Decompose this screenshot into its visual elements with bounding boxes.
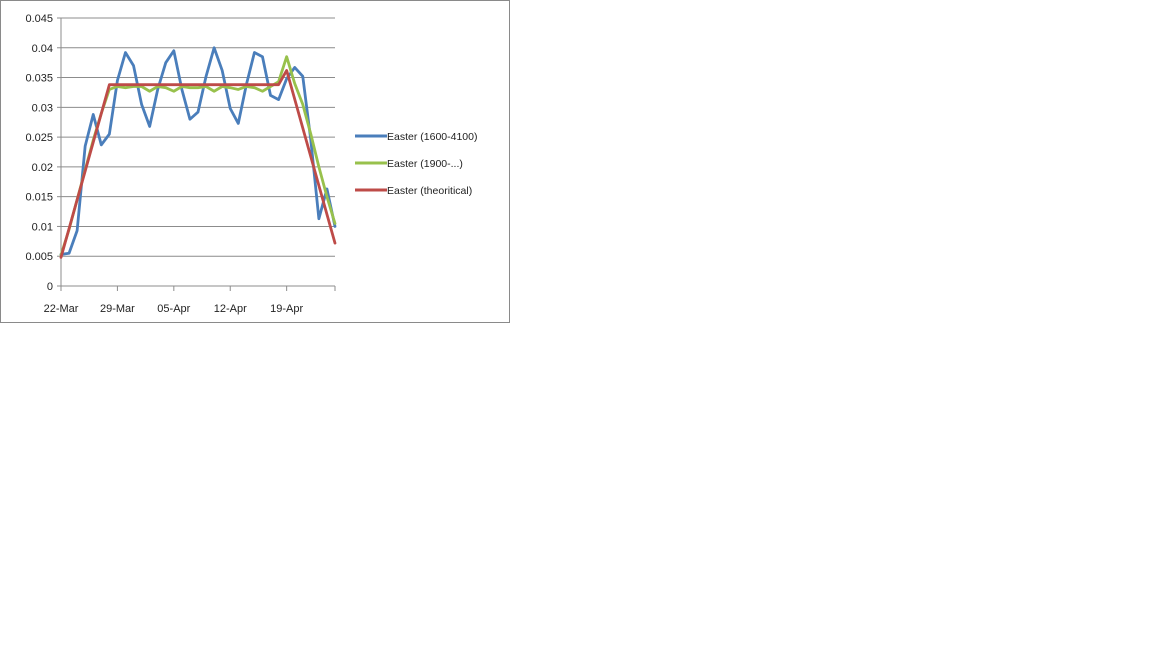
axes [57, 17, 336, 291]
y-tick-label: 0.04 [32, 43, 53, 55]
y-tick-label: 0 [47, 281, 53, 293]
legend-entry-label: Easter (1900-...) [387, 158, 463, 170]
line-chart: 0 0.005 0.01 0.015 0.02 0.025 0.03 0.035 0.04 0.0… [25, 13, 477, 315]
x-tick-labels: 22-Mar 29-Mar 05-Apr 12-Apr 19-Apr [44, 303, 304, 315]
y-tick-label: 0.025 [25, 132, 53, 144]
y-tick-label: 0.045 [25, 13, 53, 25]
y-tick-labels: 0 0.005 0.01 0.015 0.02 0.025 0.03 0.035 0.04 0.0… [25, 13, 53, 293]
gridlines [61, 17, 335, 257]
y-tick-label: 0.015 [25, 192, 53, 204]
series-line-2 [59, 55, 337, 257]
x-tick-label: 29-Mar [100, 303, 135, 315]
chart-frame: 0 0.005 0.01 0.015 0.02 0.025 0.03 0.035 0.04 0.0… [0, 0, 510, 323]
series-line-3 [59, 69, 337, 259]
y-tick-label: 0.01 [32, 221, 53, 233]
legend-entry-label: Easter (1600-4100) [387, 131, 477, 143]
series-lines [59, 46, 337, 259]
x-tick-label: 12-Apr [214, 303, 247, 315]
y-tick-label: 0.03 [32, 102, 53, 114]
y-tick-label: 0.02 [32, 162, 53, 174]
legend-entry-label: Easter (theoritical) [387, 185, 472, 197]
x-tick-label: 05-Apr [157, 303, 190, 315]
legend: Easter (1600-4100) Easter (1900-...) Easte… [355, 131, 477, 197]
y-tick-label: 0.035 [25, 73, 53, 85]
x-tick-label: 19-Apr [270, 303, 303, 315]
x-tick-label: 22-Mar [44, 303, 79, 315]
y-tick-label: 0.005 [25, 251, 53, 263]
